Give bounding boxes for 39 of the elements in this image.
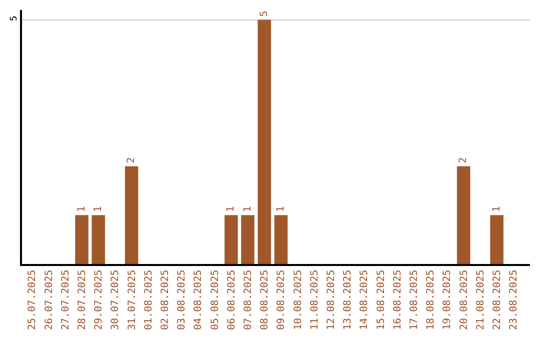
x-tick-label: 10.08.2025 [292, 270, 304, 330]
x-tick-label: 29.07.2025 [94, 270, 105, 330]
data-label: 1 [491, 206, 502, 212]
x-tick-label: 14.08.2025 [359, 270, 370, 330]
x-tick-label: 01.08.2025 [143, 270, 154, 330]
x-tick-label: 13.08.2025 [342, 270, 354, 330]
x-tick-label: 16.08.2025 [392, 270, 404, 330]
x-tick-label: 30.07.2025 [110, 270, 122, 330]
data-label: 1 [92, 206, 104, 212]
data-label: 2 [458, 157, 470, 164]
x-tick-label: 02.08.2025 [160, 270, 172, 330]
data-label: 2 [126, 157, 138, 164]
x-tick-label: 19.08.2025 [442, 270, 454, 330]
data-label: 1 [275, 206, 286, 212]
x-tick-label: 07.08.2025 [243, 270, 254, 330]
x-tick-label: 03.08.2025 [176, 270, 188, 330]
x-tick-label: 20.08.2025 [458, 270, 470, 330]
data-label: 1 [242, 206, 254, 212]
x-tick-label: 11.08.2025 [309, 270, 320, 330]
data-label: 1 [226, 206, 237, 212]
x-tick-label: 04.08.2025 [193, 270, 204, 330]
x-tick-label: 12.08.2025 [326, 270, 338, 330]
x-tick-label: 06.08.2025 [226, 270, 238, 330]
x-tick-label: 31.07.2025 [126, 270, 138, 330]
x-tick-label: 23.08.2025 [508, 270, 520, 330]
x-tick-label: 05.08.2025 [210, 270, 221, 330]
x-tick-label: 25.07.2025 [27, 270, 38, 330]
data-label: 1 [76, 206, 88, 212]
x-tick-label: 18.08.2025 [426, 270, 437, 330]
x-tick-label: 08.08.2025 [260, 270, 271, 330]
x-tick-label: 17.08.2025 [409, 270, 420, 330]
x-tick-label: 28.07.2025 [77, 270, 88, 330]
x-tick-label: 09.08.2025 [276, 270, 288, 330]
x-tick-label: 21.08.2025 [475, 270, 486, 330]
x-tick-label: 26.07.2025 [44, 270, 55, 330]
x-tick-label: 15.08.2025 [376, 270, 387, 330]
x-tick-label: 22.08.2025 [492, 270, 504, 330]
x-tick-label: 27.07.2025 [60, 270, 72, 330]
data-label: 5 [258, 10, 270, 17]
